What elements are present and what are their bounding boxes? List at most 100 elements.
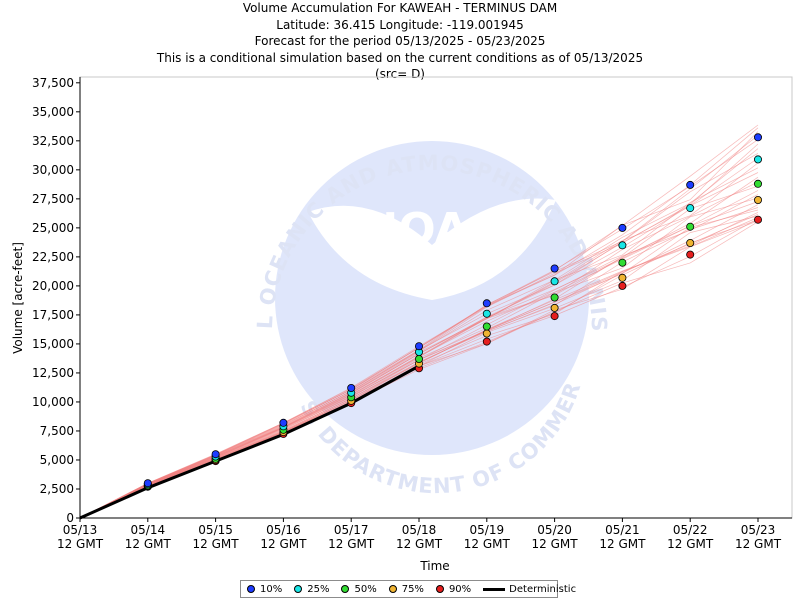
point-p75: [482, 329, 491, 338]
x-tick-label-date: 05/19: [470, 523, 505, 537]
legend-label-90: 90%: [448, 583, 472, 595]
point-p25: [550, 277, 559, 286]
x-tick-label-time: 12 GMT: [260, 537, 307, 551]
x-tick-label-time: 12 GMT: [599, 537, 646, 551]
x-tick-label-date: 05/14: [131, 523, 166, 537]
point-p50: [686, 222, 695, 231]
x-tick-label-date: 05/21: [605, 523, 640, 537]
x-tick-label-date: 05/23: [741, 523, 776, 537]
legend-label-25: 25%: [307, 583, 330, 595]
legend-label-10: 10%: [260, 583, 283, 595]
point-p25: [618, 241, 627, 250]
point-p10: [414, 342, 423, 351]
chart-location: Latitude: 36.415 Longitude: -119.001945: [276, 17, 524, 32]
x-tick-label-time: 12 GMT: [464, 537, 511, 551]
point-p10: [482, 299, 491, 308]
x-tick-label-date: 05/13: [63, 523, 98, 537]
legend-label-75: 75%: [401, 583, 424, 595]
legend-label-50: 50%: [354, 583, 377, 595]
legend-item-25: 25%: [294, 584, 329, 595]
chart-condition-note: This is a conditional simulation based o…: [156, 50, 644, 65]
point-p75: [686, 238, 695, 247]
legend-item-deterministic: Deterministic: [483, 584, 576, 595]
x-tick-label-date: 05/22: [673, 523, 708, 537]
y-tick-label: 30,000: [32, 163, 74, 177]
legend-marker-25: [294, 585, 303, 593]
x-tick-label-time: 12 GMT: [396, 537, 443, 551]
point-p10: [618, 223, 627, 232]
point-p10: [754, 133, 763, 142]
x-tick-label-time: 12 GMT: [667, 537, 714, 551]
x-tick-label-time: 12 GMT: [125, 537, 172, 551]
point-p90: [482, 337, 491, 346]
x-tick-label-time: 12 GMT: [57, 537, 104, 551]
legend-marker-75: [388, 585, 397, 593]
legend-marker-50: [341, 585, 350, 593]
x-tick-label-date: 05/20: [537, 523, 572, 537]
axes: 0 2,500 5,000 7,500 10,000 12,500 15,000 17,500…: [32, 76, 793, 551]
y-tick-label: 37,500: [32, 76, 74, 90]
point-p25: [754, 155, 763, 164]
legend-marker-10: [247, 585, 255, 593]
point-p50: [618, 258, 627, 267]
legend-item-10: 10%: [247, 584, 282, 595]
x-tick-label-date: 05/17: [334, 523, 369, 537]
deterministic-series: [79, 364, 420, 520]
legend-label-deterministic: Deterministic: [509, 583, 577, 595]
noaa-logo-bird: [308, 198, 556, 300]
x-tick-label-date: 05/18: [402, 523, 437, 537]
x-tick-label-date: 05/15: [198, 523, 233, 537]
point-p25: [482, 309, 491, 318]
x-tick-label-date: 05/16: [266, 523, 301, 537]
y-tick-label: 17,500: [32, 308, 74, 322]
legend-item-75: 75%: [388, 583, 424, 595]
legend-marker-90: [435, 585, 444, 593]
y-tick-label: 22,500: [32, 250, 74, 264]
y-tick-label: 35,000: [32, 105, 74, 119]
y-tick-label: 32,500: [32, 134, 74, 148]
legend-marker-deterministic: [483, 587, 506, 591]
y-tick-label: 5,000: [40, 453, 74, 467]
point-p50: [414, 354, 423, 363]
y-tick-label: 20,000: [32, 279, 74, 293]
point-p10: [686, 180, 695, 189]
y-axis-label: Volume [acre-feet]: [11, 242, 25, 354]
point-p10: [279, 418, 288, 427]
point-p25: [686, 204, 695, 213]
point-p90: [618, 281, 627, 290]
point-p75: [754, 195, 763, 204]
x-tick-label-time: 12 GMT: [193, 537, 240, 551]
point-p10: [143, 479, 152, 488]
point-p90: [686, 250, 695, 259]
point-p50: [482, 322, 491, 331]
legend-item-50: 50%: [341, 583, 377, 595]
x-axis-label: Time: [419, 559, 449, 573]
deterministic-line: [79, 364, 420, 520]
point-p10: [211, 450, 220, 459]
y-tick-label: 15,000: [32, 337, 74, 351]
legend-item-90: 90%: [435, 583, 472, 595]
point-p10: [550, 264, 559, 273]
y-tick-label: 12,500: [32, 366, 74, 380]
chart-period: Forecast for the period 05/13/2025 - 05/…: [254, 34, 546, 48]
y-tick-label: 25,000: [32, 221, 74, 235]
point-p50: [754, 179, 763, 188]
noaa-logo-text: NOAA: [361, 204, 502, 255]
x-tick-label-time: 12 GMT: [532, 537, 579, 551]
point-p90: [754, 215, 763, 224]
chart-legend: 10% 25% 50% 75% 90% Deterministic: [240, 580, 576, 598]
point-p75: [618, 273, 627, 282]
y-tick-label: 27,500: [32, 192, 74, 206]
y-tick-label: 0: [66, 511, 74, 525]
y-tick-label: 7,500: [40, 424, 74, 438]
y-tick-label: 2,500: [40, 482, 74, 496]
x-tick-label-time: 12 GMT: [328, 537, 375, 551]
chart-title: Volume Accumulation For KAWEAH - TERMINU…: [242, 1, 558, 15]
x-tick-label-time: 12 GMT: [735, 537, 782, 551]
y-tick-label: 10,000: [32, 395, 74, 409]
point-p10: [347, 383, 356, 392]
point-p90: [550, 312, 559, 321]
point-p75: [550, 303, 559, 312]
percentile-points: [143, 133, 763, 491]
